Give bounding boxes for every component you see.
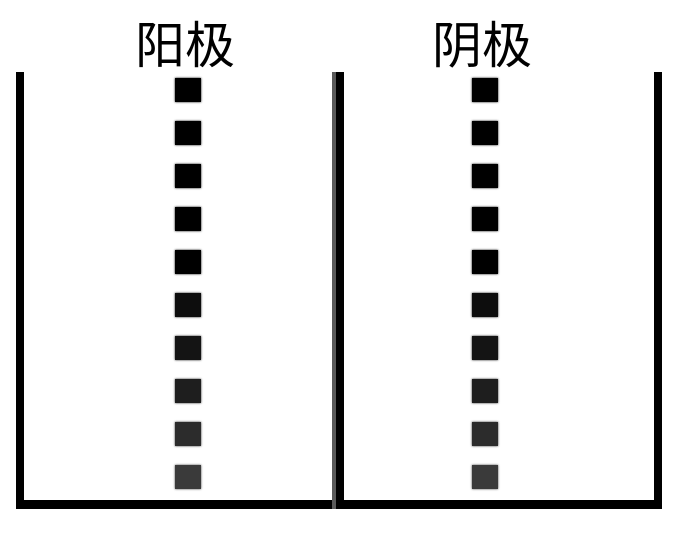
electrode-dash <box>175 121 201 145</box>
anode-label: 阳极 <box>135 6 235 78</box>
electrode-dash <box>175 336 201 360</box>
electrode-dash <box>175 250 201 274</box>
electrode-dash <box>472 422 498 446</box>
electrode-dash <box>175 293 201 317</box>
electrode-dash <box>472 121 498 145</box>
electrode-dash <box>472 293 498 317</box>
electrode-dash <box>472 465 498 489</box>
outer-right-wall <box>654 72 662 509</box>
electrode-dash <box>175 207 201 231</box>
electrode-dash <box>175 465 201 489</box>
electrode-dash <box>175 164 201 188</box>
cathode-label: 阴极 <box>432 6 532 78</box>
electrode-dash <box>472 336 498 360</box>
center-divider <box>336 72 344 509</box>
electrode-dash <box>472 379 498 403</box>
electrode-dash <box>175 422 201 446</box>
electrode-dash <box>472 164 498 188</box>
diagram-stage: 阳极 阴极 <box>0 0 681 538</box>
electrode-dash <box>472 78 498 102</box>
electrode-dash <box>175 78 201 102</box>
electrode-dash <box>175 379 201 403</box>
electrode-dash <box>472 207 498 231</box>
outer-left-wall <box>16 72 24 509</box>
electrode-dash <box>472 250 498 274</box>
